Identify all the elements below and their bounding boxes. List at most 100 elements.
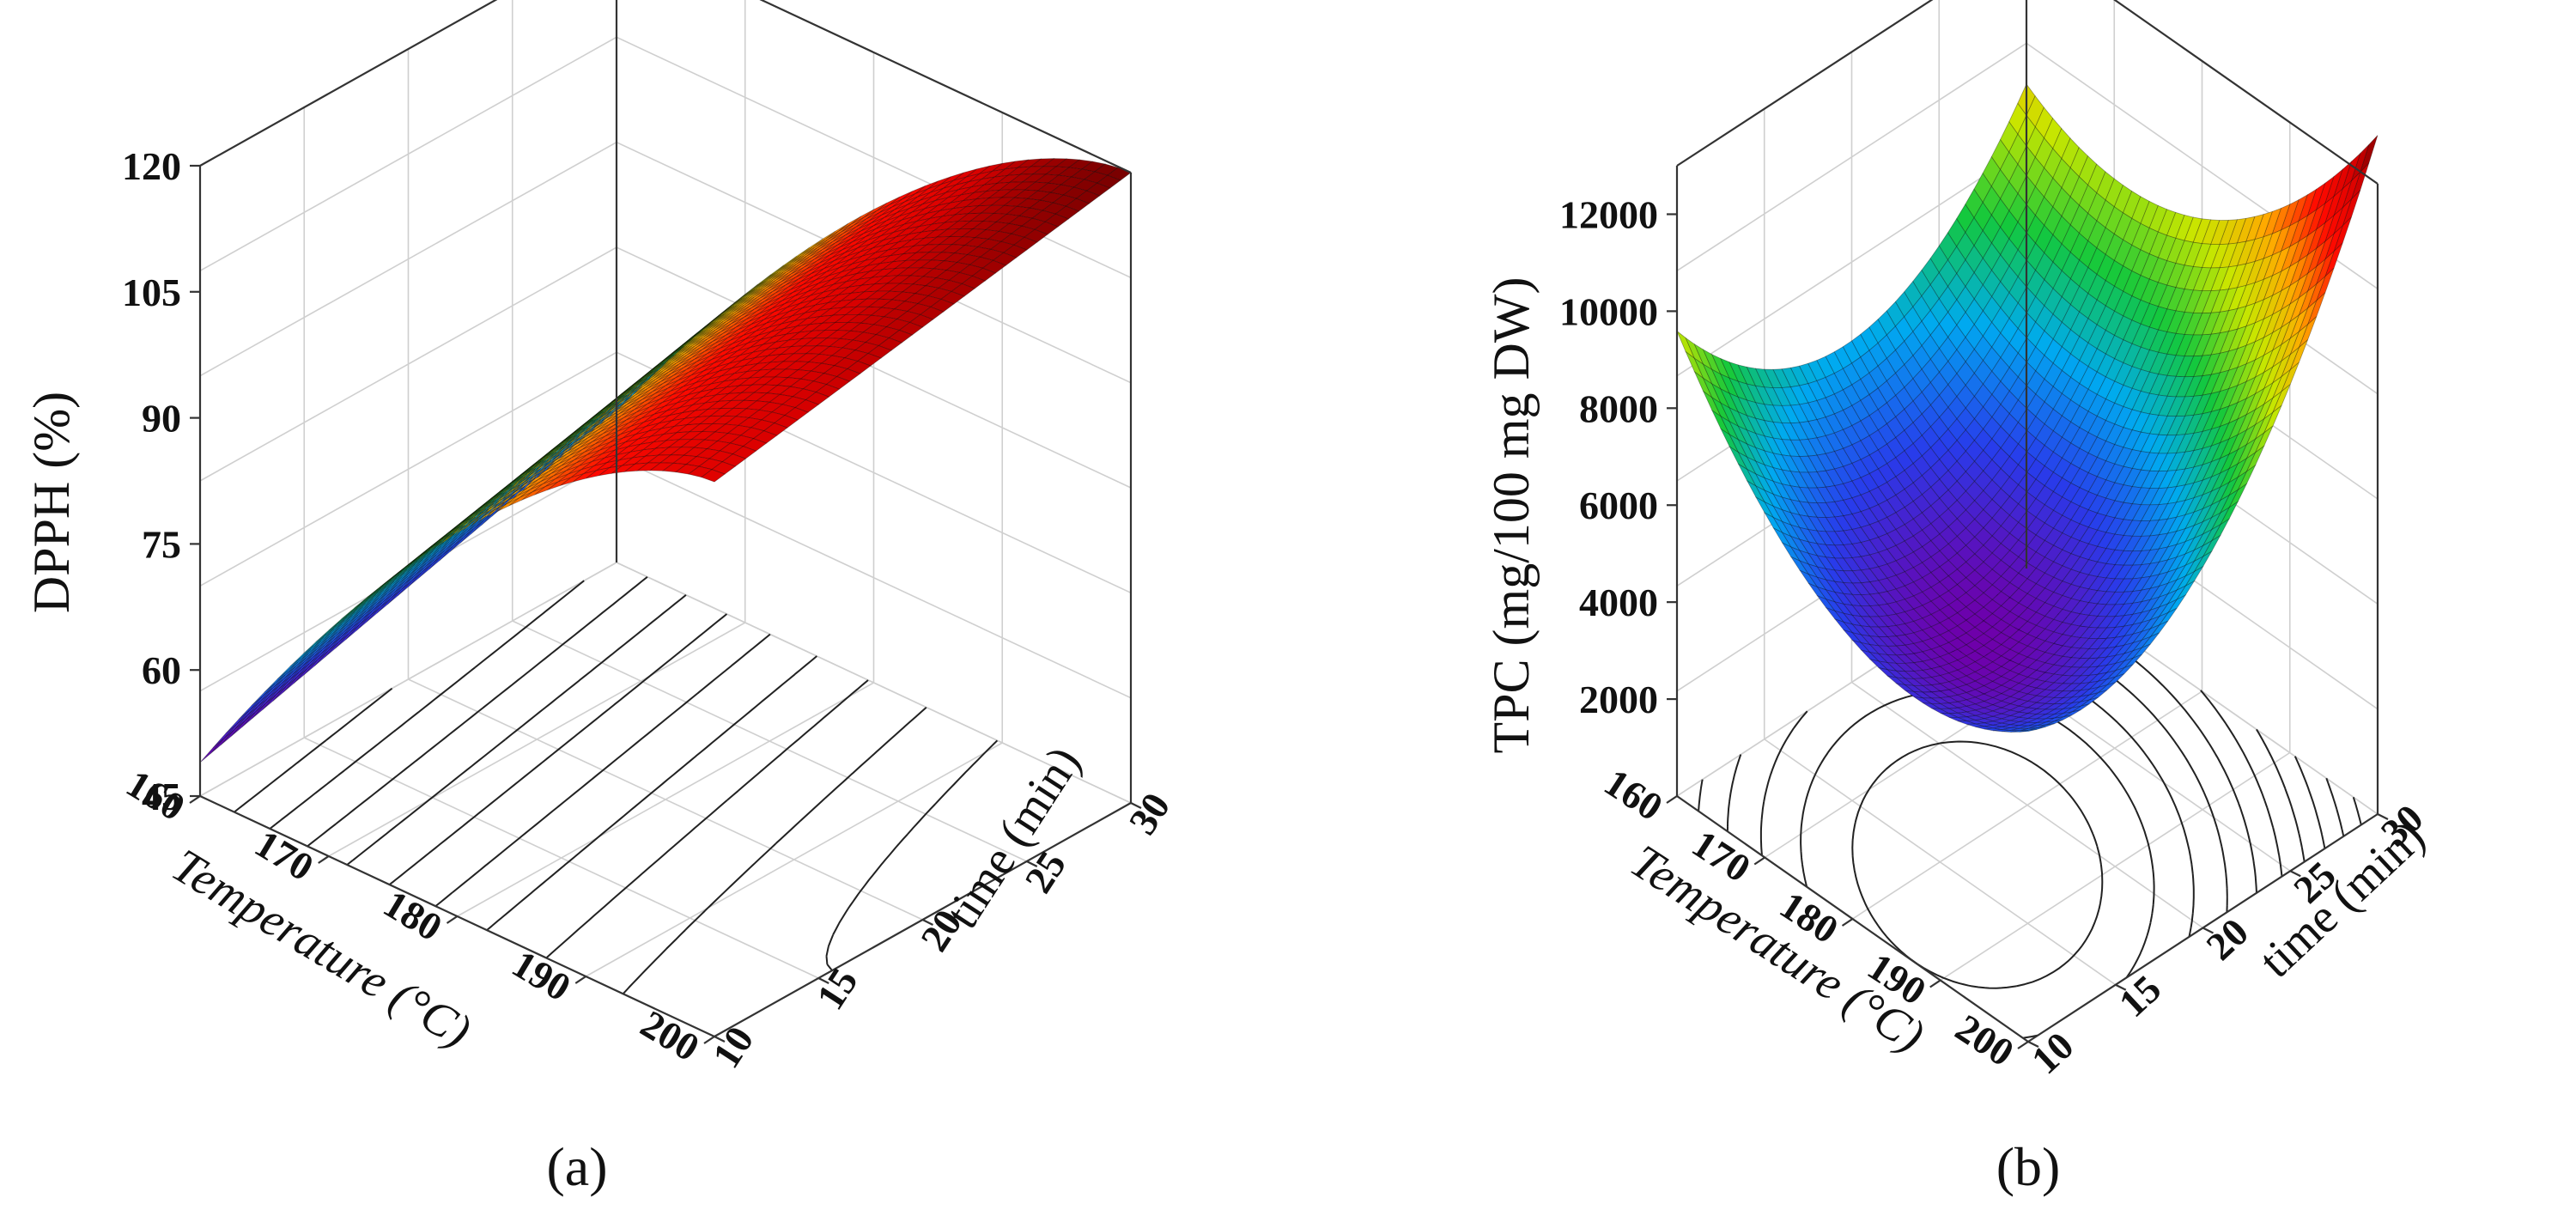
z-axis-label: DPPH (%) bbox=[23, 392, 80, 613]
surface-facet bbox=[722, 319, 746, 335]
surface-facet bbox=[752, 272, 776, 291]
surface-facet bbox=[731, 289, 756, 307]
surface-facet bbox=[875, 216, 899, 229]
surface-facet bbox=[942, 176, 967, 189]
surface-facet bbox=[797, 265, 822, 280]
wall-gridline bbox=[199, 562, 1132, 804]
surface-facet bbox=[815, 384, 841, 398]
surface-facet bbox=[674, 386, 699, 399]
surface-facet bbox=[830, 268, 854, 281]
panel-label: (b) bbox=[1996, 1136, 2061, 1197]
surface-facet bbox=[887, 240, 912, 251]
surface-facet bbox=[212, 724, 237, 749]
contour-line bbox=[825, 739, 999, 971]
surface-facet bbox=[723, 371, 748, 382]
surface-facet bbox=[805, 392, 830, 405]
surface-facet bbox=[746, 280, 771, 298]
surface-facet bbox=[911, 200, 936, 213]
z-axis-label: TPC (mg/100 mg DW) bbox=[1483, 277, 1540, 754]
surface-facet bbox=[867, 207, 892, 222]
surface-facet bbox=[739, 281, 763, 301]
z-tick-label: 10000 bbox=[1559, 289, 1658, 333]
surface-facet bbox=[688, 359, 712, 374]
surface-facet bbox=[823, 255, 848, 270]
surface-facet bbox=[878, 198, 902, 214]
surface-facet bbox=[799, 292, 823, 304]
x-tick-label: 160 bbox=[1597, 760, 1671, 829]
surface-facet bbox=[867, 345, 892, 359]
surface-facet bbox=[847, 222, 872, 238]
surface-facet bbox=[756, 297, 780, 313]
x-tick bbox=[189, 795, 201, 804]
panel-b: 2000400060008000100001200016017018019020… bbox=[1483, 0, 2435, 1197]
surface-facet bbox=[857, 353, 882, 367]
surface-facet bbox=[756, 354, 782, 365]
surface-facet bbox=[930, 214, 957, 225]
surface-facet bbox=[701, 355, 725, 368]
surface-facet bbox=[779, 284, 804, 299]
surface-facet bbox=[738, 288, 762, 306]
surface-facet bbox=[640, 434, 665, 445]
x-axis-label: Temperature (°C) bbox=[163, 839, 480, 1059]
surface-facet bbox=[862, 220, 887, 234]
surface-facet bbox=[718, 360, 743, 372]
surface-facet bbox=[716, 331, 741, 347]
floor-gridline bbox=[585, 742, 1003, 977]
surface-facet bbox=[586, 441, 611, 456]
z-tick-label: 75 bbox=[142, 522, 181, 566]
z-tick-label: 6000 bbox=[1579, 483, 1658, 527]
z-tick-label: 2000 bbox=[1579, 678, 1658, 721]
surface-facet bbox=[841, 298, 868, 308]
panel-a: 456075901051201601701801902001015202530D… bbox=[23, 0, 1178, 1197]
contour-line bbox=[545, 679, 869, 959]
surface-facet bbox=[728, 352, 753, 364]
surface-facet bbox=[651, 398, 675, 411]
surface-facet bbox=[791, 305, 816, 317]
surface-facet bbox=[576, 431, 600, 447]
surface-facet bbox=[759, 271, 784, 289]
surface-facet bbox=[672, 362, 696, 376]
surface-facet bbox=[872, 275, 899, 285]
surface-facet bbox=[647, 420, 672, 432]
surface-facet bbox=[717, 315, 741, 331]
x-tick bbox=[318, 855, 330, 864]
z-tick-label: 60 bbox=[142, 648, 181, 692]
surface-facet bbox=[654, 439, 680, 449]
surface-facet bbox=[826, 239, 850, 254]
surface-facet bbox=[896, 200, 920, 214]
surface-facet bbox=[602, 420, 626, 435]
wall-gridline bbox=[199, 456, 1132, 699]
contour-line bbox=[346, 594, 687, 866]
surface-facet bbox=[787, 330, 813, 341]
surface-facet bbox=[739, 344, 763, 356]
surface-facet bbox=[760, 328, 784, 340]
surface-facet bbox=[995, 173, 1022, 185]
contour-line bbox=[622, 706, 927, 994]
surface-facet bbox=[810, 283, 834, 296]
z-tick-label: 105 bbox=[122, 271, 181, 314]
surface-facet bbox=[725, 377, 751, 388]
x-tick-label: 180 bbox=[376, 881, 449, 949]
y-tick-label: 15 bbox=[2111, 966, 2169, 1025]
z-tick-label: 120 bbox=[122, 144, 181, 188]
y-tick-label: 15 bbox=[808, 960, 866, 1017]
surface-facet bbox=[708, 343, 732, 357]
surface-facet bbox=[889, 245, 915, 257]
surface-facet bbox=[787, 273, 811, 289]
surface-facet bbox=[754, 347, 779, 358]
surface-facet bbox=[638, 402, 662, 416]
surface-facet bbox=[767, 263, 792, 282]
surface-facet bbox=[660, 354, 684, 371]
surface-facet bbox=[653, 402, 677, 415]
surface-facet bbox=[652, 377, 676, 392]
surface-facet bbox=[521, 486, 545, 501]
surface-facet bbox=[754, 271, 779, 290]
x-tick bbox=[1666, 795, 1678, 804]
surface-facet bbox=[736, 288, 761, 306]
surface-facet bbox=[722, 305, 747, 322]
contour-line bbox=[388, 613, 728, 885]
surface-facet bbox=[772, 264, 797, 281]
surface-facet bbox=[834, 228, 859, 244]
